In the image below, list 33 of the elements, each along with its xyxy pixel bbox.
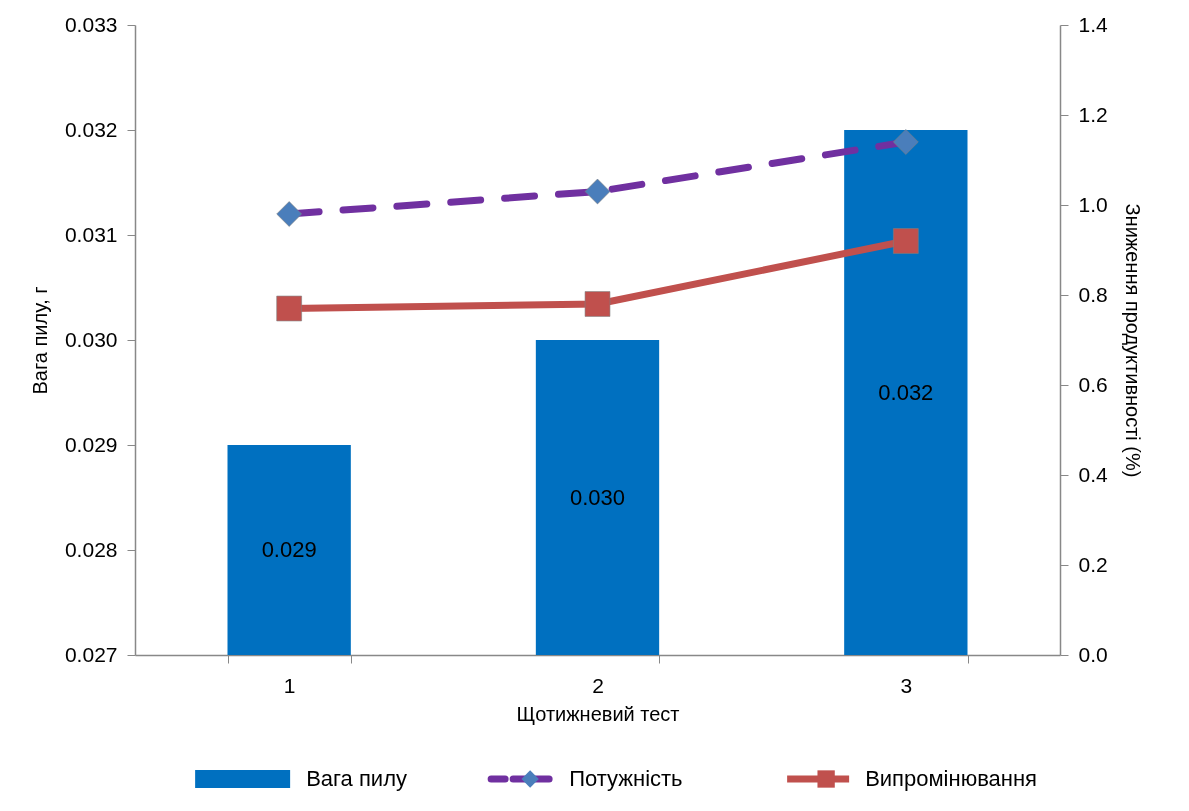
y2-tick-label: 0.0 (1078, 642, 1108, 666)
y2-tick-label: 0.8 (1078, 282, 1108, 306)
y-axis-title: Вага пилу, г (28, 286, 51, 395)
y2-tick-label: 1.2 (1078, 102, 1108, 126)
x-tick-label: 2 (592, 673, 604, 697)
legend-label: Потужність (569, 766, 683, 791)
y2-tick-label: 0.4 (1078, 462, 1109, 486)
y2-tick-label: 1.4 (1078, 12, 1109, 36)
point (893, 129, 919, 155)
y-tick-label: 0.032 (64, 117, 118, 141)
point (276, 201, 302, 227)
legend-label: Вага пилу (306, 766, 407, 791)
y2-tick-label: 1.0 (1078, 192, 1108, 216)
data-label: 0.029 (261, 537, 317, 562)
y2-axis-title: Зниження продуктивності (%) (1121, 203, 1144, 478)
x-tick-label: 3 (900, 673, 913, 697)
x-axis-title: Щотижневий тест (516, 702, 680, 725)
point (893, 228, 919, 254)
y-tick-label: 0.030 (64, 327, 118, 351)
y2-tick-label: 0.2 (1078, 552, 1108, 576)
x-tick-label: 1 (283, 673, 296, 697)
data-label: 0.030 (569, 484, 626, 510)
point (584, 291, 611, 317)
y-tick-label: 0.027 (64, 642, 118, 666)
point (584, 178, 611, 205)
data-label: 0.032 (878, 379, 934, 405)
y-tick-label: 0.033 (64, 12, 118, 36)
y-tick-label: 0.029 (64, 432, 118, 456)
y-tick-label: 0.031 (64, 222, 118, 246)
y-tick-label: 0.028 (64, 537, 118, 561)
point (276, 295, 302, 322)
y2-tick-label: 0.6 (1078, 372, 1108, 396)
legend-label: Випромінювання (865, 766, 1038, 791)
